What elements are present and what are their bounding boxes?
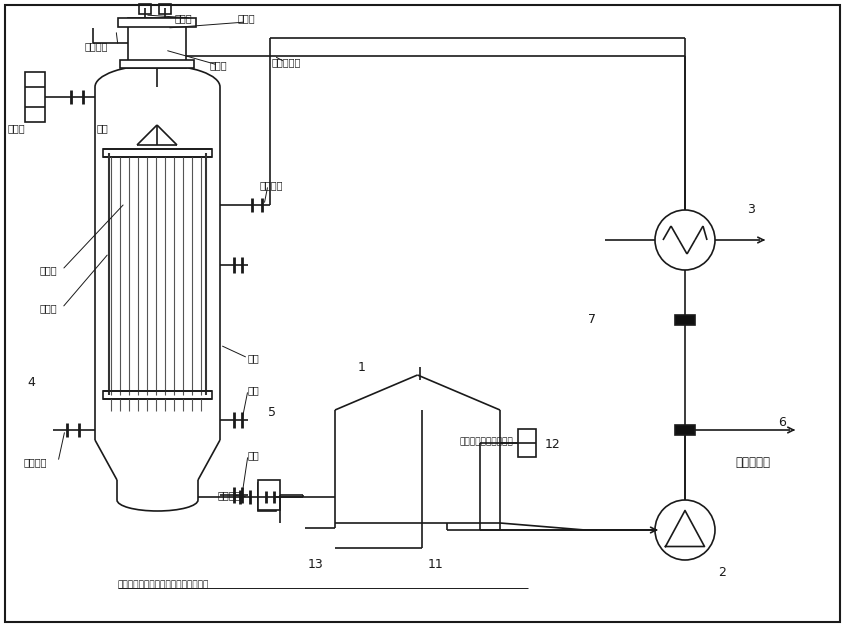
Text: 焦油出口: 焦油出口 xyxy=(218,490,241,500)
Text: 氮气入口: 氮气入口 xyxy=(85,41,108,51)
Bar xyxy=(25,72,45,122)
Text: 放散口: 放散口 xyxy=(175,13,192,23)
Text: 2: 2 xyxy=(717,566,725,579)
Bar xyxy=(674,425,694,435)
Bar xyxy=(138,4,151,14)
Text: 5: 5 xyxy=(268,406,276,418)
Bar xyxy=(118,18,196,27)
Text: 煤气入口: 煤气入口 xyxy=(24,457,47,467)
Text: 6: 6 xyxy=(777,416,785,428)
Text: 3: 3 xyxy=(746,204,754,216)
Bar xyxy=(103,391,212,399)
Bar xyxy=(127,18,186,68)
Bar xyxy=(257,480,279,510)
Text: 沉淀极: 沉淀极 xyxy=(40,303,57,313)
Text: 人孔: 人孔 xyxy=(247,385,259,395)
Text: 7: 7 xyxy=(587,314,595,327)
Bar xyxy=(257,483,276,511)
Bar xyxy=(120,60,194,68)
Text: 清洗液入口: 清洗液入口 xyxy=(272,57,301,67)
Text: 1: 1 xyxy=(358,362,365,374)
Text: 来自终冷洗苯富油入口: 来自终冷洗苯富油入口 xyxy=(459,438,513,446)
Text: 人孔: 人孔 xyxy=(247,450,259,460)
Text: 放散口: 放散口 xyxy=(210,60,227,70)
Bar xyxy=(159,4,170,14)
Text: 去脱苯工段: 去脱苯工段 xyxy=(734,455,769,468)
Bar xyxy=(517,429,535,457)
Text: 含焦油和萘的混合物送焦油氨水分离槽: 含焦油和萘的混合物送焦油氨水分离槽 xyxy=(118,581,209,589)
Text: 4: 4 xyxy=(27,376,35,389)
Text: 人孔: 人孔 xyxy=(97,123,109,133)
Text: 壳体: 壳体 xyxy=(247,353,259,363)
Circle shape xyxy=(654,500,714,560)
Bar xyxy=(103,149,212,157)
Text: 11: 11 xyxy=(428,559,443,571)
Text: 绝缘箱: 绝缘箱 xyxy=(238,13,256,23)
Text: 电晕线: 电晕线 xyxy=(40,265,57,275)
Bar xyxy=(674,315,694,325)
Text: 13: 13 xyxy=(307,559,323,571)
Text: 煤气出口: 煤气出口 xyxy=(260,180,284,190)
Text: 12: 12 xyxy=(544,438,560,451)
Circle shape xyxy=(654,210,714,270)
Text: 馈电箱: 馈电箱 xyxy=(8,123,25,133)
